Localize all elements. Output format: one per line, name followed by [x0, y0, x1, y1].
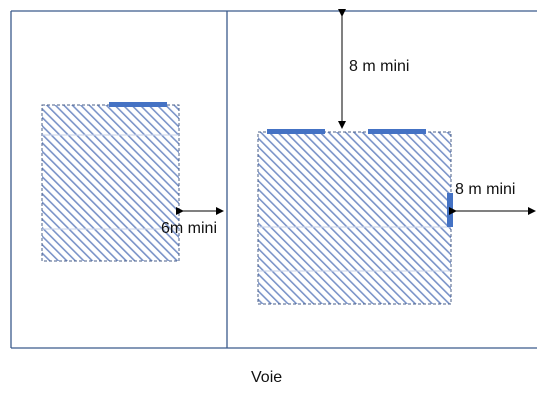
between-buildings-label: 6m mini — [161, 220, 218, 237]
opening-right-side — [447, 193, 453, 227]
opening-right-top-1 — [267, 129, 325, 134]
building-right — [257, 131, 452, 305]
opening-left-top — [109, 102, 167, 107]
opening-right-top-2 — [368, 129, 426, 134]
rear-setback-label: 8 m mini — [349, 58, 410, 75]
building-left — [41, 104, 180, 262]
side-setback-label: 8 m mini — [455, 181, 516, 198]
road-label: Voie — [251, 369, 283, 386]
